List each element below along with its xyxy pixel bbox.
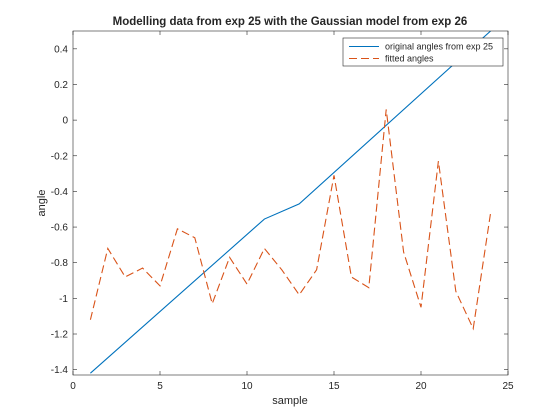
chart-title: Modelling data from exp 25 with the Gaus… — [113, 16, 468, 28]
series-line-2 — [89, 109, 492, 331]
legend-box — [342, 37, 504, 67]
y-tick-label: -0.6 — [51, 223, 69, 234]
y-tick-label: 0.2 — [54, 80, 68, 91]
y-tick-label: -1.2 — [51, 330, 69, 341]
legend-label-2: fitted angles — [385, 54, 434, 64]
axes-box — [72, 30, 509, 376]
x-tick-label: 20 — [415, 381, 427, 392]
y-tick-label: 0 — [62, 116, 68, 127]
legend-label-1: original angles from exp 25 — [385, 42, 493, 52]
x-tick-label: 15 — [328, 381, 340, 392]
x-tick-label: 10 — [241, 381, 253, 392]
y-tick-label: -1.4 — [51, 365, 69, 376]
x-axis-label: sample — [272, 395, 307, 407]
series-line-1 — [90, 31, 491, 374]
y-tick-label: -0.4 — [51, 187, 69, 198]
x-tick-label: 0 — [70, 381, 76, 392]
y-tick-label: -0.8 — [51, 258, 69, 269]
axes-background — [73, 31, 508, 375]
legend: original angles from exp 25 fitted angles — [342, 37, 504, 67]
x-tick-label: 5 — [157, 381, 163, 392]
y-axis-label: angle — [36, 190, 48, 217]
y-tick-label: -1 — [59, 294, 68, 305]
x-tick-label: 25 — [502, 381, 514, 392]
plot-area: 0 5 10 15 20 25 -1.4 -1.2 -1 -0.8 -0.6 -0.4 -0.2 0 0.2… — [51, 30, 514, 392]
y-tick-label: 0.4 — [54, 44, 68, 55]
y-tick-label: -0.2 — [51, 151, 69, 162]
